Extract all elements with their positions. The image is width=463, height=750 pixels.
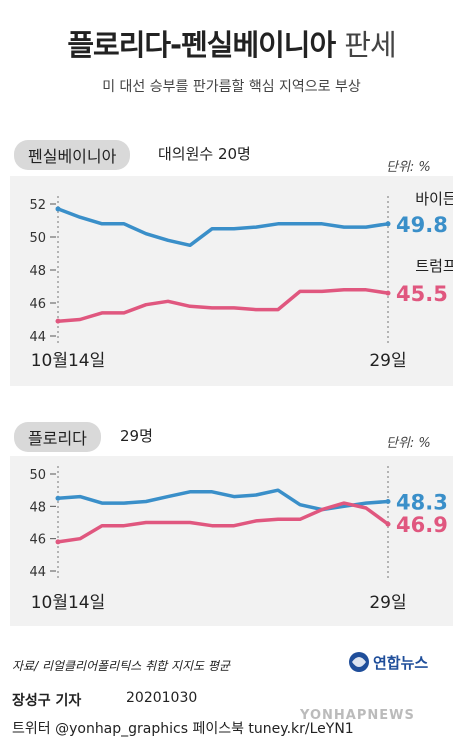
yonhap-logo-icon: 연합뉴스 bbox=[349, 652, 428, 672]
series-line-florida-0 bbox=[57, 488, 389, 512]
footer bbox=[0, 684, 463, 750]
series-line-pennsylvania-0 bbox=[57, 207, 389, 248]
x-label-start-florida: 10월14일 bbox=[31, 593, 106, 613]
series-line-pennsylvania-1 bbox=[57, 288, 389, 323]
y-tick-label-pennsylvania-4: 52 bbox=[29, 198, 46, 213]
title-suffix: 판세 bbox=[344, 28, 396, 62]
x-label-start-pennsylvania: 10월14일 bbox=[31, 351, 106, 371]
y-tick-label-florida-1: 46 bbox=[29, 533, 46, 548]
page-subtitle: 미 대선 승부를 판가름할 핵심 지역으로 부상 bbox=[102, 79, 361, 95]
logo-text: 연합뉴스 bbox=[373, 654, 428, 672]
final-value-florida-1: 46.9 bbox=[396, 513, 448, 537]
chart-panel-florida: 44 46 48 50 10월14일 29일 48.3 46.9 bbox=[10, 456, 453, 626]
final-value-pennsylvania-0: 49.8 bbox=[396, 213, 448, 237]
point-florida-1-15 bbox=[385, 521, 391, 527]
point-pennsylvania-0-0 bbox=[55, 206, 61, 212]
y-tick-label-pennsylvania-1: 46 bbox=[29, 297, 46, 312]
point-florida-0-0 bbox=[55, 495, 61, 501]
point-florida-1-0 bbox=[55, 539, 61, 545]
page-title: 플로리다-펜실베이니아 판세 bbox=[0, 22, 463, 64]
chart-panel-pennsylvania: 44 46 48 50 52 10월14일 29일 49.8 바이든 45.5 트럼프 bbox=[10, 176, 457, 386]
state-pill-pennsylvania: 펜실베이니아 bbox=[14, 140, 131, 170]
y-tick-label-pennsylvania-3: 50 bbox=[29, 231, 46, 246]
unit-label-pennsylvania: 단위: % bbox=[386, 160, 431, 175]
electors-florida: 29명 bbox=[120, 427, 153, 445]
source-note: 자료/ 리얼클리어폴리틱스 취합 지지도 평균 bbox=[12, 659, 231, 673]
publish-date: 20201030 bbox=[126, 690, 198, 706]
point-pennsylvania-1-0 bbox=[55, 318, 61, 324]
series-name-pennsylvania-0: 바이든 bbox=[415, 190, 453, 208]
electors-pennsylvania: 대의원수 20명 bbox=[158, 145, 251, 163]
yonhap-logo: 연합뉴스 bbox=[347, 648, 453, 680]
point-pennsylvania-0-15 bbox=[385, 221, 391, 227]
line-chart-pennsylvania: 44 46 48 50 52 10월14일 29일 49.8 바이든 45.5 트럼프 bbox=[29, 190, 456, 371]
series-name-pennsylvania-1: 트럼프 bbox=[415, 257, 453, 275]
series-line-florida-1 bbox=[57, 501, 390, 544]
social-handles: 트위터 @yonhap_graphics 페이스북 tuney.kr/LeYN1 bbox=[12, 721, 354, 737]
state-pill-florida: 플로리다 bbox=[14, 422, 101, 452]
final-value-pennsylvania-1: 45.5 bbox=[396, 282, 448, 306]
point-florida-0-15 bbox=[385, 498, 391, 504]
y-tick-label-pennsylvania-2: 48 bbox=[29, 264, 46, 279]
y-tick-label-florida-3: 50 bbox=[29, 468, 46, 483]
x-label-end-florida: 29일 bbox=[369, 593, 406, 613]
line-chart-florida: 44 46 48 50 10월14일 29일 48.346.9 bbox=[29, 466, 448, 613]
unit-label-florida: 단위: % bbox=[386, 436, 431, 451]
y-tick-label-florida-2: 48 bbox=[29, 500, 46, 515]
point-pennsylvania-1-15 bbox=[385, 290, 391, 296]
x-label-end-pennsylvania: 29일 bbox=[369, 351, 406, 371]
y-tick-label-pennsylvania-0: 44 bbox=[29, 330, 46, 345]
watermark: YONHAPNEWS bbox=[300, 708, 415, 723]
reporter-name: 장성구 기자 bbox=[12, 693, 82, 709]
final-value-florida-0: 48.3 bbox=[396, 490, 448, 514]
y-tick-label-florida-0: 44 bbox=[29, 565, 46, 580]
title-main: 플로리다-펜실베이니아 bbox=[67, 28, 336, 62]
